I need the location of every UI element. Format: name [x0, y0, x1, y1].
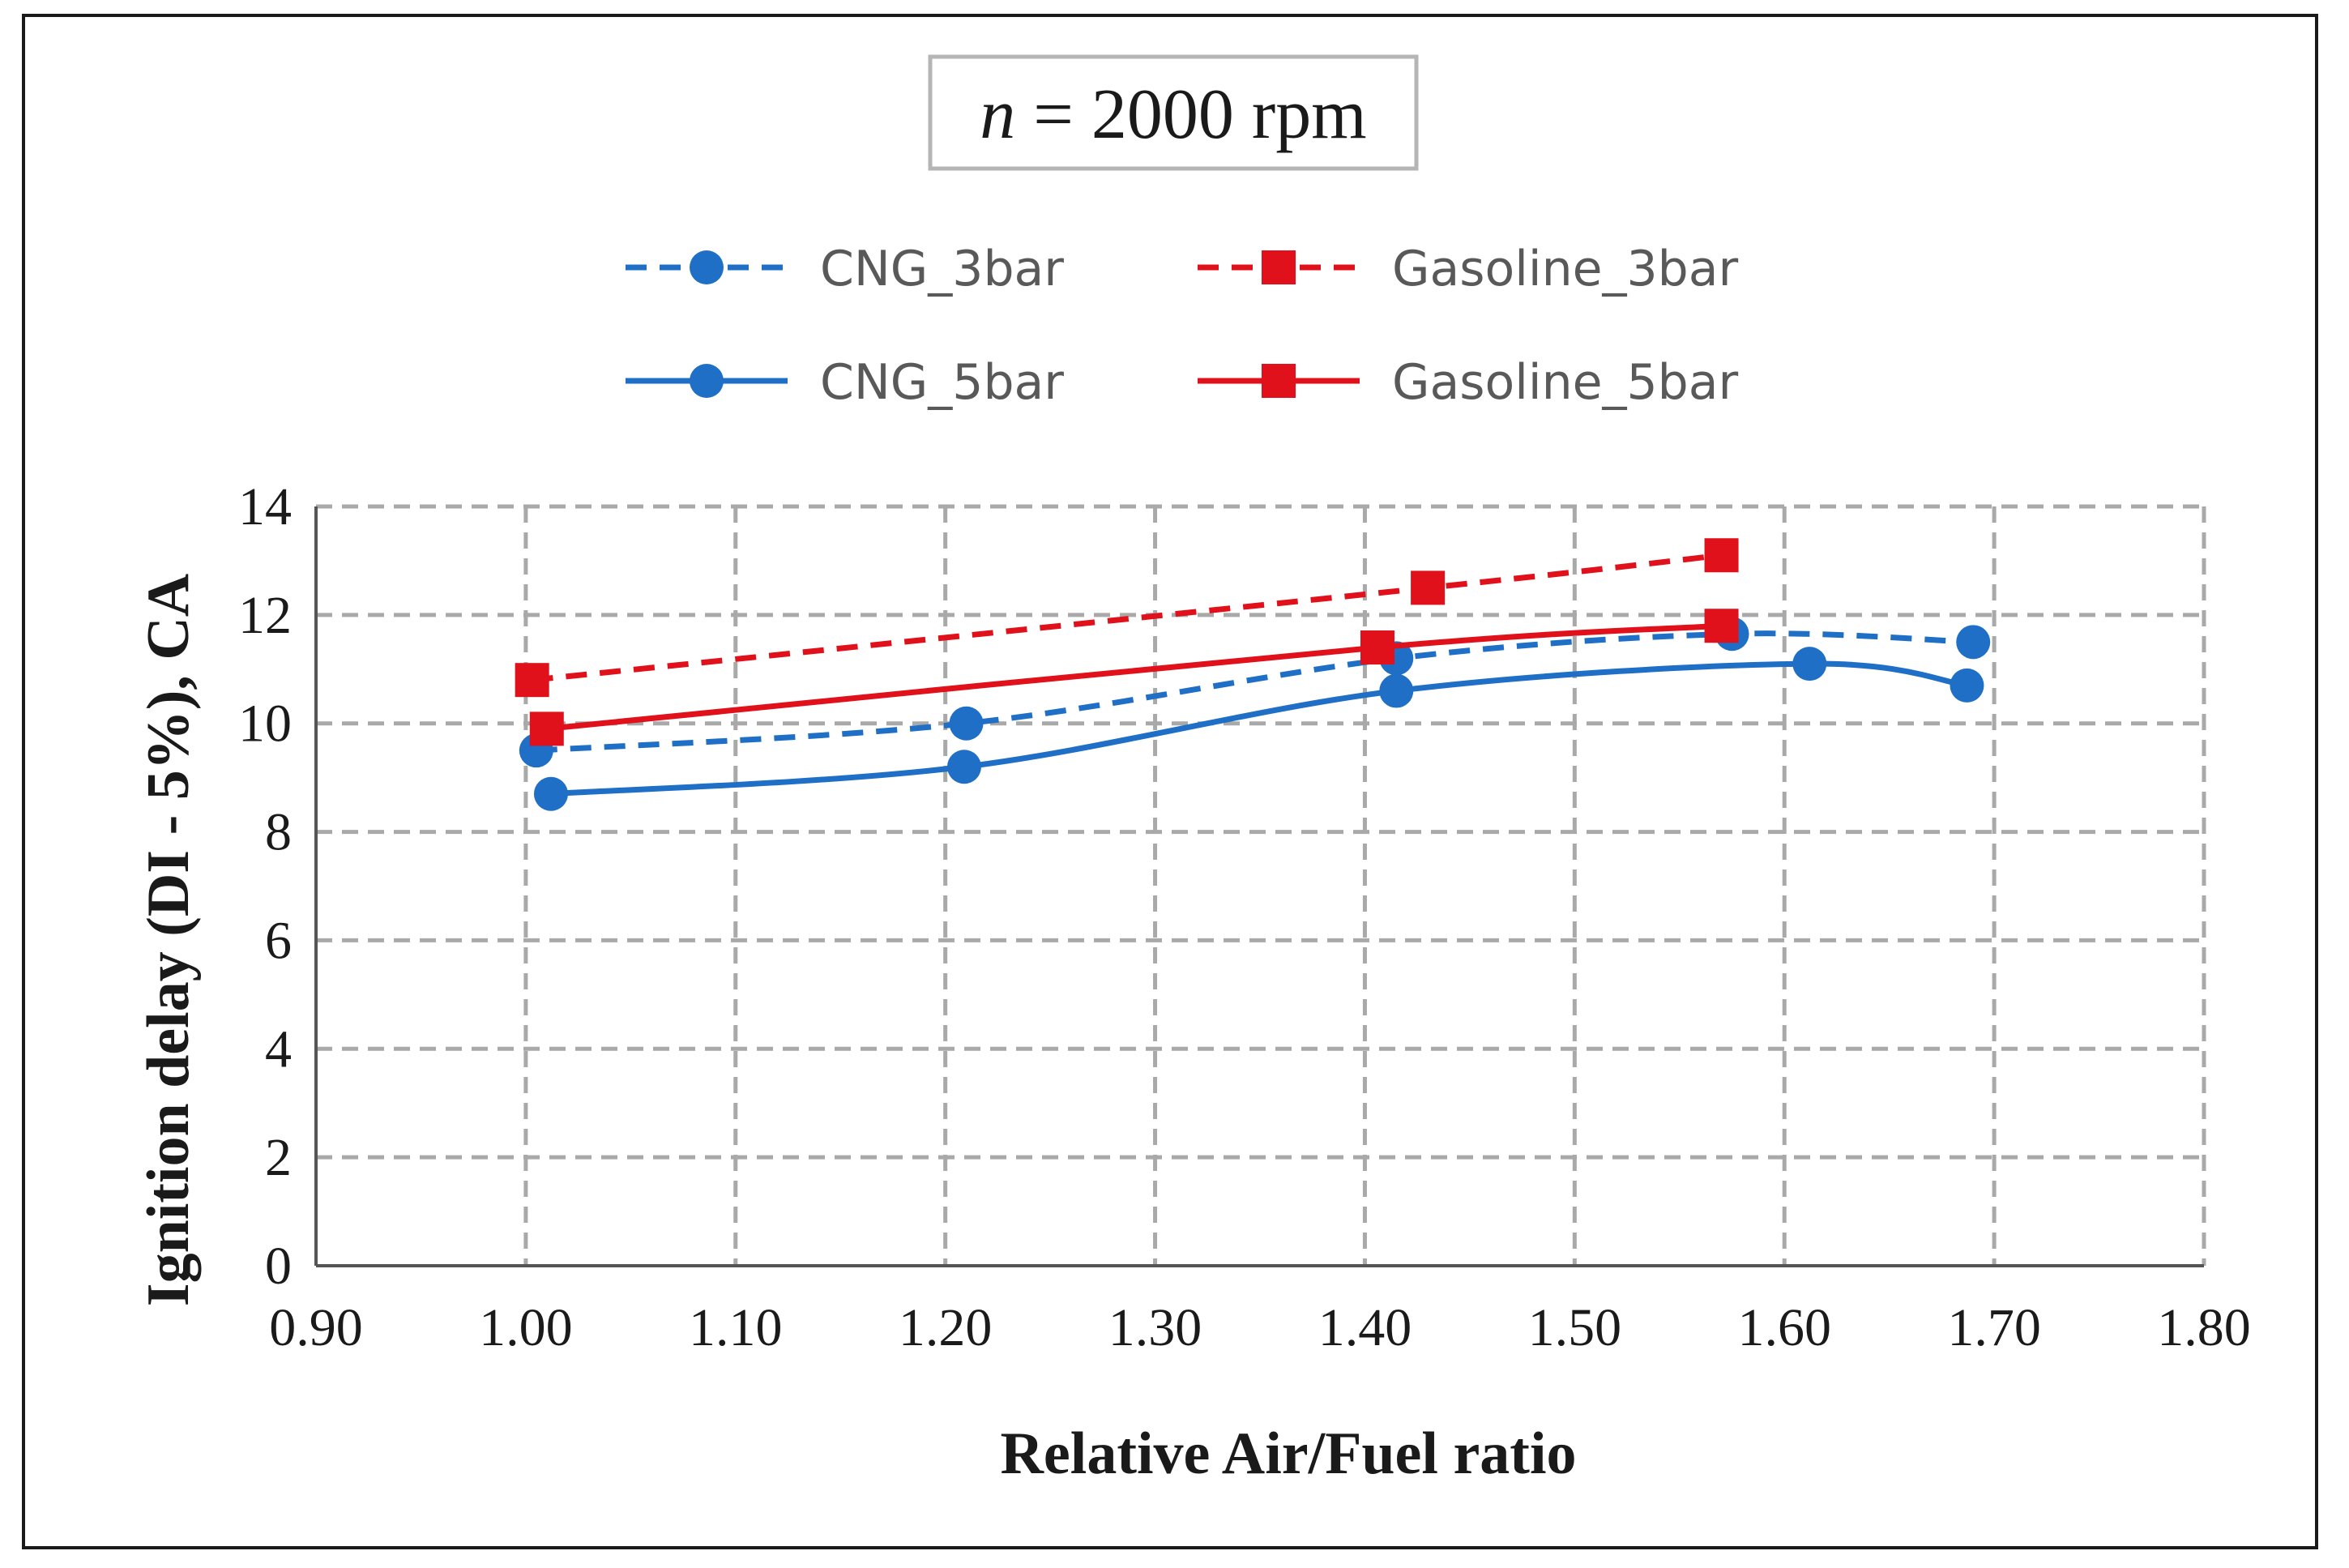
- y-tick-label: 14: [238, 477, 292, 536]
- series-CNG_3bar: [519, 617, 1991, 768]
- series-line-CNG_5bar: [550, 660, 1967, 797]
- legend-entry-Gasoline_3bar: Gasoline_3bar: [1198, 241, 1739, 297]
- series-layer: [515, 538, 1991, 811]
- legend-marker: [1262, 250, 1296, 284]
- y-axis-title: Ignition delay (DI - 5%), CA: [135, 574, 202, 1306]
- y-tick-label: 0: [265, 1237, 292, 1296]
- series-Gasoline_3bar: [515, 538, 1739, 698]
- data-point-Gasoline_3bar: [1704, 538, 1739, 573]
- x-tick-label: 1.70: [1947, 1298, 2041, 1357]
- chart-frame: [22, 14, 2318, 1549]
- legend: CNG_3bar Gasoline_3bar CNG_5bar Gasoline_5b…: [626, 241, 1739, 411]
- legend-label: CNG_3bar: [820, 241, 1064, 297]
- legend-marker: [690, 364, 724, 398]
- data-point-Gasoline_5bar: [1360, 630, 1394, 665]
- x-tick-label: 1.50: [1528, 1298, 1622, 1357]
- svg-text:n = 2000 rpm: n = 2000 rpm: [980, 75, 1366, 154]
- legend-label: CNG_5bar: [820, 354, 1064, 411]
- x-axis-title: Relative Air/Fuel ratio: [1000, 1421, 1576, 1487]
- series-line-Gasoline_3bar: [532, 552, 1722, 683]
- x-tick-label: 0.90: [269, 1298, 363, 1357]
- series-CNG_5bar: [533, 647, 1984, 811]
- legend-entry-CNG_3bar: CNG_3bar: [626, 241, 1064, 297]
- annotation-italic: n: [980, 75, 1015, 154]
- x-tick-label: 1.20: [899, 1298, 993, 1357]
- data-point-CNG_3bar: [949, 706, 984, 741]
- series-line-Gasoline_5bar: [546, 622, 1722, 732]
- rpm-annotation: n = 2000 rpm: [928, 54, 1419, 171]
- series-line-CNG_3bar: [536, 630, 1974, 754]
- data-point-Gasoline_5bar: [529, 711, 564, 746]
- tick-labels: 0.90 1.00 1.10 1.20 1.30 1.40 1.50 1.60 1.70 1.80…: [238, 477, 2251, 1357]
- annotation-text: = 2000 rpm: [1015, 75, 1366, 154]
- legend-entry-CNG_5bar: CNG_5bar: [626, 354, 1064, 411]
- x-tick-label: 1.60: [1737, 1298, 1831, 1357]
- y-tick-label: 10: [238, 694, 292, 754]
- y-tick-label: 4: [265, 1019, 292, 1079]
- x-tick-label: 1.30: [1108, 1298, 1202, 1357]
- data-point-CNG_5bar: [946, 750, 981, 784]
- legend-marker: [1262, 364, 1296, 398]
- data-point-CNG_5bar: [533, 776, 568, 811]
- legend-entry-Gasoline_5bar: Gasoline_5bar: [1198, 354, 1739, 411]
- axes: [314, 506, 2204, 1267]
- legend-label: Gasoline_3bar: [1392, 241, 1739, 297]
- y-tick-label: 2: [265, 1128, 292, 1187]
- x-tick-label: 1.10: [689, 1298, 783, 1357]
- y-tick-label: 12: [238, 586, 292, 645]
- data-point-CNG_3bar: [1956, 625, 1991, 660]
- data-point-CNG_5bar: [1950, 668, 1984, 703]
- x-tick-label: 1.80: [2157, 1298, 2251, 1357]
- data-point-Gasoline_3bar: [515, 663, 549, 698]
- data-point-Gasoline_3bar: [1411, 570, 1446, 605]
- legend-marker: [690, 250, 724, 284]
- legend-label: Gasoline_5bar: [1392, 354, 1739, 411]
- series-Gasoline_5bar: [529, 609, 1739, 746]
- x-tick-label: 1.40: [1318, 1298, 1412, 1357]
- data-point-CNG_5bar: [1792, 647, 1827, 681]
- grid: [316, 504, 2206, 1266]
- data-point-Gasoline_5bar: [1704, 609, 1739, 643]
- y-tick-label: 8: [265, 803, 292, 862]
- data-point-CNG_5bar: [1379, 673, 1414, 708]
- y-tick-label: 6: [265, 911, 292, 970]
- x-tick-label: 1.00: [479, 1298, 573, 1357]
